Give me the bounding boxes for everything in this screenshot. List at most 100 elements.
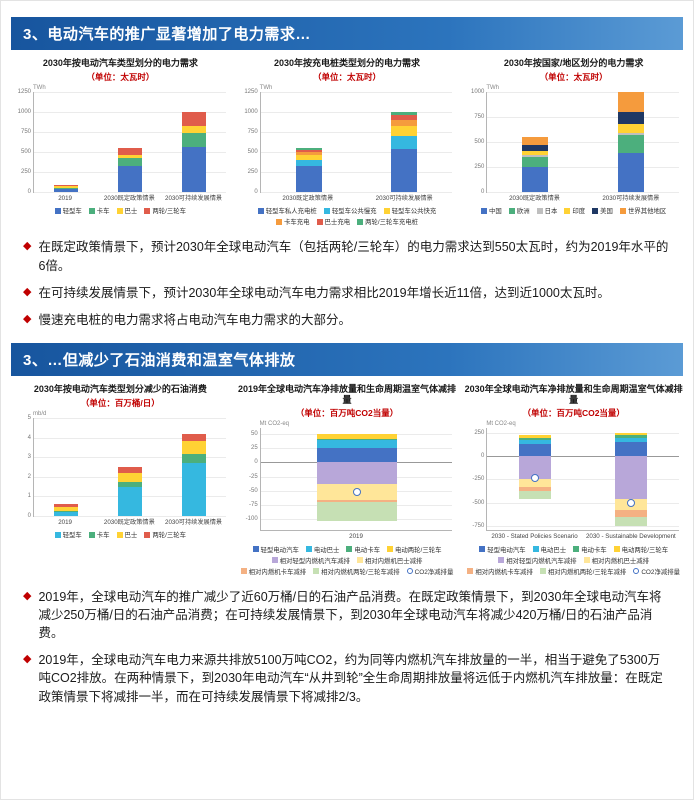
bar-segment bbox=[53, 184, 78, 187]
y-tick-label: 25 bbox=[250, 445, 258, 452]
bar-segment bbox=[615, 442, 648, 457]
legend-item: 轻型车公共快充 bbox=[383, 206, 436, 215]
legend-item: 电动两轮/三轮车 bbox=[613, 545, 668, 554]
chart-legend: 轻型车 卡车 巴士 两轮/三轮车 bbox=[11, 206, 230, 215]
bar-segment bbox=[117, 486, 142, 516]
legend-label: 相对轻型内燃机汽车减排 bbox=[279, 557, 350, 565]
legend-label: 印度 bbox=[572, 208, 586, 216]
chart-plot-area: 50 25 0 -25 -50 -75 -100 bbox=[246, 428, 453, 532]
y-tick-label: 1 bbox=[27, 493, 31, 500]
bullet-diamond-icon: ◆ bbox=[23, 653, 32, 666]
legend-item: CO2净减排量 bbox=[633, 567, 680, 576]
legend-swatch-icon bbox=[532, 546, 539, 553]
legend-swatch-icon bbox=[383, 207, 390, 214]
y-tick-label: 0 bbox=[254, 189, 258, 195]
legend-item: 中国 bbox=[481, 206, 502, 215]
bullet-item: ◆ 在可持续发展情景下，预计2030年全球电动汽车电力需求相比2019年增长近1… bbox=[23, 284, 671, 302]
x-axis-labels: 2030既定政策情景 2030可持续发展情景 bbox=[260, 195, 453, 202]
x-axis-label: 2019 bbox=[58, 518, 72, 526]
net-value-marker bbox=[531, 473, 540, 482]
y-tick-label: 250 bbox=[474, 164, 485, 170]
legend-swatch-icon bbox=[144, 531, 151, 538]
x-axis-label: 2030可持续发展情景 bbox=[375, 195, 433, 202]
legend-label: 轻型电动汽车 bbox=[260, 546, 299, 554]
bar-segment bbox=[295, 155, 322, 160]
y-axis-unit: Mt CO2-eq bbox=[486, 421, 516, 428]
y-tick-label: -100 bbox=[245, 516, 258, 523]
bar-segment bbox=[522, 167, 549, 192]
bar-segment bbox=[53, 511, 78, 512]
chart-legend: 中国 欧洲 日本 印度 美国 世界其他地区 bbox=[464, 206, 683, 215]
bar-segment bbox=[618, 123, 645, 133]
y-axis-unit: Mt CO2-eq bbox=[259, 421, 290, 428]
legend-swatch-icon bbox=[54, 531, 61, 538]
gridline bbox=[34, 132, 226, 133]
legend-item: 欧洲 bbox=[508, 206, 530, 215]
bar-segment bbox=[519, 487, 552, 492]
legend-item: 轻型车私人充电桩 bbox=[257, 206, 317, 215]
legend-swatch-icon bbox=[536, 207, 543, 214]
bar-segment bbox=[522, 137, 549, 145]
bar-segment bbox=[117, 148, 142, 156]
bar-segment bbox=[181, 147, 206, 192]
legend-swatch-icon bbox=[275, 218, 282, 225]
legend-swatch-icon bbox=[144, 207, 151, 214]
legend-item: 美国 bbox=[592, 206, 613, 215]
bar-segment bbox=[522, 145, 549, 151]
y-axis-unit: TWh bbox=[259, 85, 273, 91]
bar-segment bbox=[618, 92, 645, 112]
x-axis-labels: 2030既定政策情景 2030可持续发展情景 bbox=[486, 195, 679, 202]
bar-segment bbox=[295, 160, 322, 167]
y-tick-label: 750 bbox=[247, 129, 258, 135]
legend-label: 相对轻型内燃机汽车减排 bbox=[506, 557, 577, 565]
legend-item: 卡车 bbox=[88, 206, 110, 215]
bar-segment bbox=[117, 155, 142, 159]
legend-label: 中国 bbox=[489, 208, 502, 216]
bar-segment bbox=[316, 439, 397, 449]
legend-item: 两轮/三轮车充电桩 bbox=[357, 217, 418, 226]
x-axis-label: 2030 - Sustainable Development bbox=[585, 533, 676, 541]
chart-net-emissions-2030: 2030年全球电动汽车净排放量和生命周期温室气体减排量 （单位：百万吨CO2当量）… bbox=[464, 384, 683, 576]
legend-item: 印度 bbox=[564, 206, 585, 215]
y-tick-label: 50 bbox=[250, 431, 258, 438]
y-tick-label: 4 bbox=[27, 434, 31, 441]
gridline bbox=[260, 132, 453, 133]
legend-label: 相对内燃机巴士减排 bbox=[364, 557, 423, 565]
chart-demand-by-region: 2030年按国家/地区划分的电力需求 （单位：太瓦时） TWh 0 250 500 750 1… bbox=[464, 58, 683, 226]
legend-label: 卡车 bbox=[96, 532, 110, 540]
legend-swatch-icon bbox=[240, 568, 247, 575]
gridline bbox=[34, 437, 226, 439]
legend-swatch-icon bbox=[313, 568, 320, 575]
legend-marker-icon bbox=[406, 568, 413, 575]
legend-swatch-icon bbox=[479, 546, 486, 553]
legend-swatch-icon bbox=[592, 207, 599, 214]
y-tick-label: 750 bbox=[474, 114, 485, 120]
legend-item: 相对内燃机巴士减排 bbox=[583, 556, 649, 565]
slide-1-title: 3、电动汽车的推广显著增加了电力需求… bbox=[23, 26, 311, 43]
legend-swatch-icon bbox=[583, 557, 590, 564]
bar-segment bbox=[615, 435, 648, 438]
bar-segment bbox=[53, 507, 78, 512]
bar-segment bbox=[519, 479, 552, 488]
bar-segment bbox=[181, 454, 206, 463]
gridline bbox=[260, 192, 453, 193]
legend-label: 日本 bbox=[544, 208, 558, 216]
slide-1-header-bar: 3、电动汽车的推广显著增加了电力需求… bbox=[11, 17, 683, 50]
legend-swatch-icon bbox=[357, 218, 364, 225]
bar-segment bbox=[117, 165, 142, 192]
bar-segment bbox=[295, 148, 322, 150]
y-tick-label: -500 bbox=[472, 499, 485, 506]
legend-item: 相对内燃机卡车减排 bbox=[240, 567, 306, 576]
legend-label: 巴士 bbox=[124, 208, 138, 216]
chart-title: 2030年按国家/地区划分的电力需求 bbox=[503, 58, 644, 68]
y-axis-unit: TWh bbox=[33, 85, 46, 91]
chart-net-emissions-2019: 2019年全球电动汽车净排放量和生命周期温室气体减排量 （单位：百万吨CO2当量）… bbox=[238, 384, 457, 576]
gridline bbox=[487, 433, 680, 435]
bar-segment bbox=[519, 438, 552, 441]
bar-segment bbox=[615, 456, 648, 499]
x-axis-label: 2019 bbox=[58, 195, 72, 202]
gridline bbox=[34, 192, 226, 193]
y-tick-label: 0 bbox=[27, 189, 31, 195]
legend-item: 轻型车 bbox=[54, 206, 82, 215]
bar-segment bbox=[316, 462, 397, 484]
